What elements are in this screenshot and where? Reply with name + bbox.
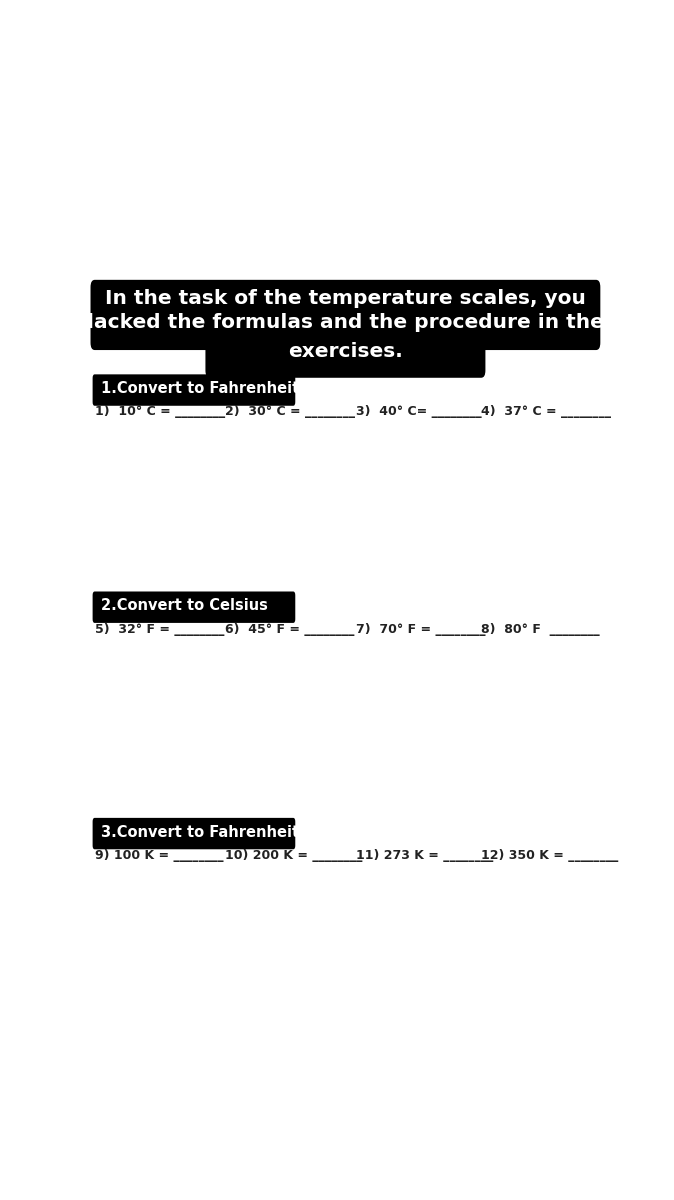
Text: In the task of the temperature scales, you
lacked the formulas and the procedure: In the task of the temperature scales, y… [87,289,604,332]
Text: 2.Convert to Celsius: 2.Convert to Celsius [101,599,268,613]
Text: 4)  37° C = ________: 4) 37° C = ________ [481,406,611,419]
Text: 6)  45° F = ________: 6) 45° F = ________ [225,623,355,636]
FancyBboxPatch shape [92,818,295,850]
Text: 1.Convert to Fahrenheit: 1.Convert to Fahrenheit [101,382,299,396]
FancyBboxPatch shape [206,324,485,378]
Text: 10) 200 K = ________: 10) 200 K = ________ [225,848,363,862]
Text: 1)  10° C = ________: 1) 10° C = ________ [94,406,225,419]
FancyBboxPatch shape [92,592,295,623]
Text: 2)  30° C = ________: 2) 30° C = ________ [225,406,355,419]
Text: 12) 350 K = ________: 12) 350 K = ________ [481,848,619,862]
Text: 7)  70° F = ________: 7) 70° F = ________ [356,623,485,636]
Text: 5)  32° F = ________: 5) 32° F = ________ [94,623,224,636]
Text: 3.Convert to Fahrenheit: 3.Convert to Fahrenheit [101,824,299,840]
Text: exercises.: exercises. [288,342,403,361]
FancyBboxPatch shape [92,374,295,406]
Text: 11) 273 K = ________: 11) 273 K = ________ [356,848,493,862]
FancyBboxPatch shape [90,280,601,350]
Text: 9) 100 K = ________: 9) 100 K = ________ [94,848,223,862]
Text: 3)  40° C= ________: 3) 40° C= ________ [356,406,481,419]
Text: 8)  80° F  ________: 8) 80° F ________ [481,623,600,636]
